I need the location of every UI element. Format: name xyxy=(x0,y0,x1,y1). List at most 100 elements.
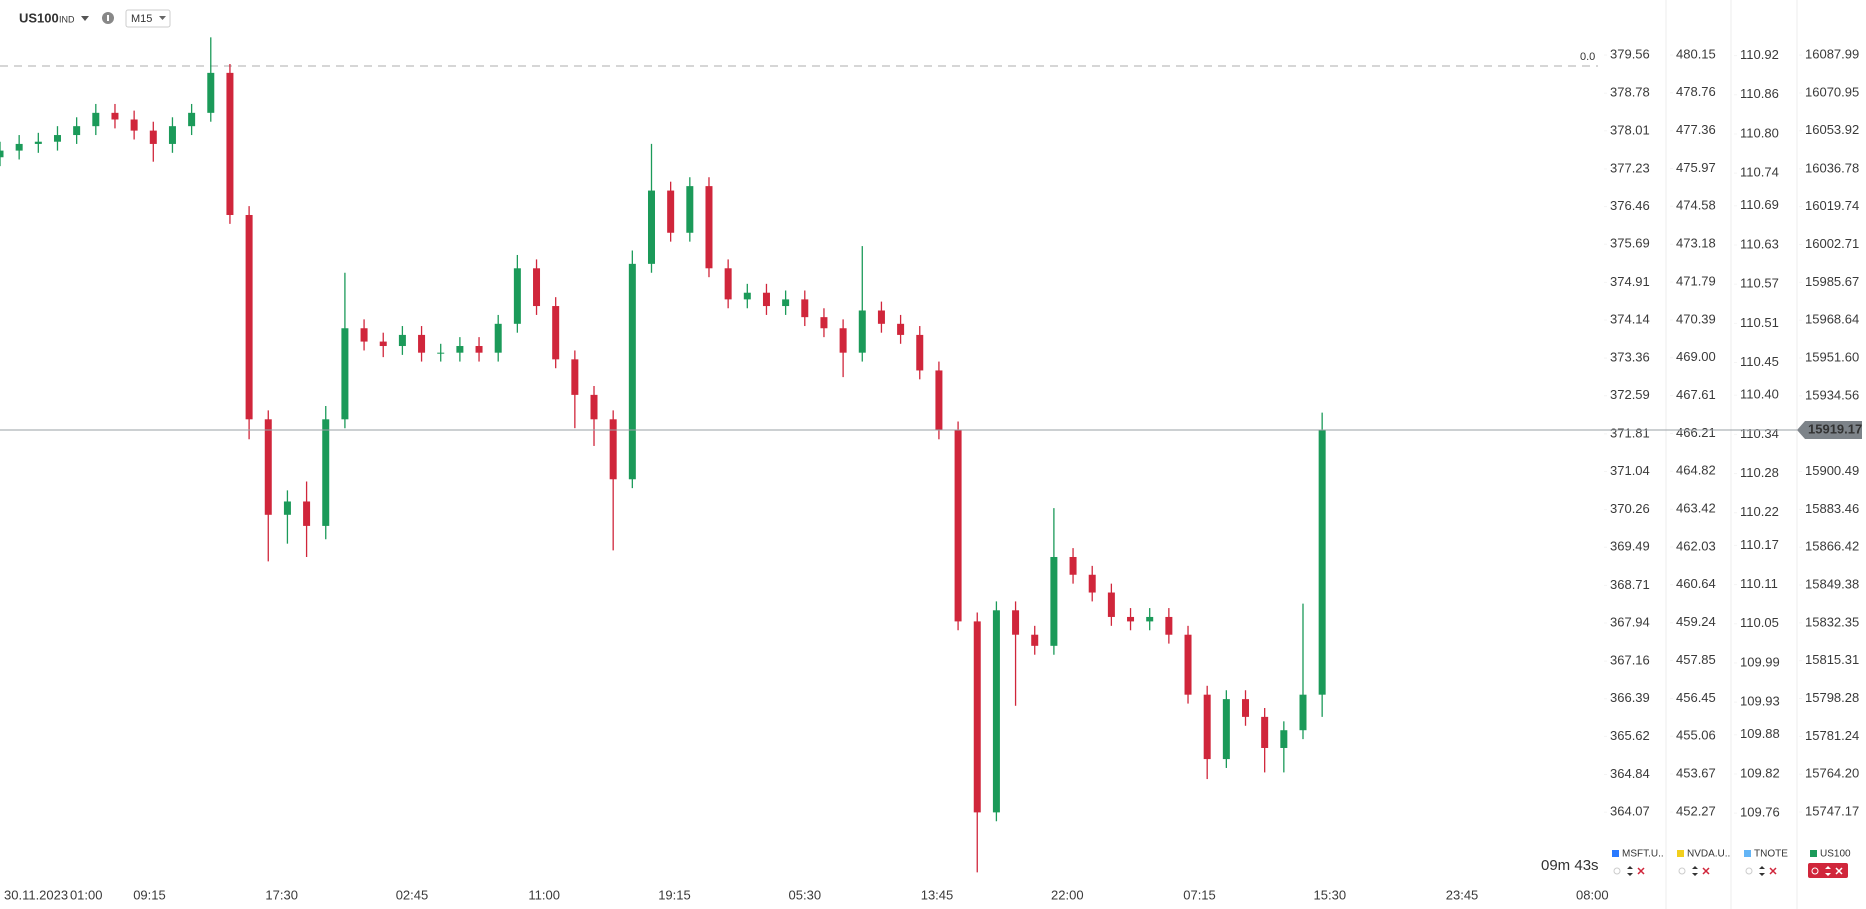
candle-body xyxy=(494,323,502,353)
x-tick-label: 01:00 xyxy=(70,887,103,902)
legend-eye[interactable] xyxy=(1745,867,1753,875)
y-tick-label: 373.36 xyxy=(1610,350,1650,365)
candle-body xyxy=(1222,699,1230,760)
y-tick-label: 110.11 xyxy=(1740,576,1778,591)
legend-label[interactable]: US100 xyxy=(1820,849,1851,860)
current-price-badge xyxy=(1797,421,1862,440)
candle-body xyxy=(513,268,521,324)
candle-body xyxy=(456,346,464,353)
legend-label[interactable]: NVDA.U.. xyxy=(1687,849,1730,860)
legend-eye[interactable] xyxy=(1678,867,1686,875)
legend-remove[interactable] xyxy=(1637,867,1645,875)
candle-body xyxy=(1184,634,1192,695)
candle-body xyxy=(897,323,905,335)
y-tick-label: 110.69 xyxy=(1740,197,1779,212)
x-tick-label: 08:00 xyxy=(1576,887,1609,902)
x-tick-label: 13:45 xyxy=(921,887,954,902)
candle-body xyxy=(1203,694,1211,760)
y-tick-label: 110.92 xyxy=(1740,47,1779,62)
candle-body xyxy=(858,310,866,353)
candle-body xyxy=(705,186,713,269)
x-tick-label: 23:45 xyxy=(1446,887,1479,902)
candle-body xyxy=(1012,610,1020,635)
y-tick-label: 372.59 xyxy=(1610,387,1650,402)
candle-body xyxy=(303,501,311,526)
legend-remove[interactable] xyxy=(1702,867,1710,875)
candle-body xyxy=(226,72,234,215)
y-tick-label: 466.21 xyxy=(1676,425,1716,440)
legend-label[interactable]: TNOTE xyxy=(1754,849,1788,860)
legend-move[interactable] xyxy=(1627,866,1633,876)
y-tick-label: 110.45 xyxy=(1740,354,1779,369)
y-tick-label: 15849.38 xyxy=(1805,576,1859,591)
legend-eye[interactable] xyxy=(1811,867,1819,875)
y-tick-label: 464.82 xyxy=(1676,463,1716,478)
y-tick-label: 462.03 xyxy=(1676,538,1716,553)
candle-body xyxy=(1242,699,1250,717)
y-tick-label: 367.94 xyxy=(1610,614,1650,629)
candle-body xyxy=(149,130,157,144)
y-tick-label: 15832.35 xyxy=(1805,614,1859,629)
current-price-label: 15919.17 xyxy=(1808,421,1862,436)
y-tick-label: 375.69 xyxy=(1610,236,1650,251)
x-tick-label: 19:15 xyxy=(658,887,691,902)
y-tick-label: 110.57 xyxy=(1740,276,1779,291)
y-tick-label: 16053.92 xyxy=(1805,122,1859,137)
y-tick-label: 471.79 xyxy=(1676,273,1716,288)
legend-remove[interactable] xyxy=(1835,867,1843,875)
y-tick-label: 15968.64 xyxy=(1805,312,1859,327)
y-tick-label: 16070.95 xyxy=(1805,84,1859,99)
x-start-label: 30.11.2023 xyxy=(4,887,68,902)
candle-body xyxy=(1146,616,1154,622)
symbol[interactable]: US100 xyxy=(19,10,59,25)
y-tick-label: 15866.42 xyxy=(1805,539,1859,554)
y-tick-label: 376.46 xyxy=(1610,198,1650,213)
y-tick-label: 367.16 xyxy=(1610,653,1650,668)
candle-body xyxy=(92,112,100,127)
y-tick-label: 110.74 xyxy=(1740,165,1779,180)
candle-body xyxy=(1261,716,1269,748)
y-tick-label: 378.01 xyxy=(1610,122,1650,137)
legend-label[interactable]: MSFT.U.. xyxy=(1622,849,1664,860)
reference-label: 0.0 xyxy=(1580,51,1595,63)
candle-body xyxy=(609,419,617,480)
candle-body xyxy=(801,299,809,318)
candle-body xyxy=(418,334,426,353)
candle-body xyxy=(686,186,694,233)
candle-body xyxy=(437,352,445,354)
y-tick-label: 110.28 xyxy=(1740,465,1779,480)
y-tick-label: 460.64 xyxy=(1676,576,1716,591)
candle-body xyxy=(73,126,81,136)
candle-body xyxy=(1088,574,1096,593)
candle-body xyxy=(571,359,579,395)
y-tick-label: 15900.49 xyxy=(1805,463,1859,478)
legend-move[interactable] xyxy=(1692,866,1698,876)
candle-body xyxy=(34,141,42,144)
legend-remove[interactable] xyxy=(1769,867,1777,875)
legend-eye[interactable] xyxy=(1613,867,1621,875)
candle-body xyxy=(762,292,770,307)
candle-body xyxy=(1280,730,1288,748)
y-tick-label: 452.27 xyxy=(1676,803,1716,818)
candle-body xyxy=(935,370,943,431)
candle-body xyxy=(1127,616,1135,622)
y-tick-label: 455.06 xyxy=(1676,728,1716,743)
candle-body xyxy=(475,346,483,353)
symbol-dropdown[interactable] xyxy=(81,16,89,21)
y-tick-label: 15934.56 xyxy=(1805,387,1859,402)
legend-move[interactable] xyxy=(1825,866,1831,876)
timeframe-box[interactable] xyxy=(125,9,171,28)
y-tick-label: 16036.78 xyxy=(1805,160,1859,175)
y-tick-label: 110.40 xyxy=(1740,387,1779,402)
legend-move[interactable] xyxy=(1759,866,1765,876)
y-tick-label: 480.15 xyxy=(1676,46,1716,61)
y-tick-label: 109.88 xyxy=(1740,726,1780,741)
timeframe: M15 xyxy=(131,13,152,25)
candle-body xyxy=(782,299,790,307)
candle-body xyxy=(743,292,751,300)
y-tick-label: 475.97 xyxy=(1676,160,1716,175)
candle-body xyxy=(264,419,272,515)
y-tick-label: 110.34 xyxy=(1740,426,1779,441)
y-tick-label: 467.61 xyxy=(1676,387,1716,402)
candle-body xyxy=(973,621,981,813)
